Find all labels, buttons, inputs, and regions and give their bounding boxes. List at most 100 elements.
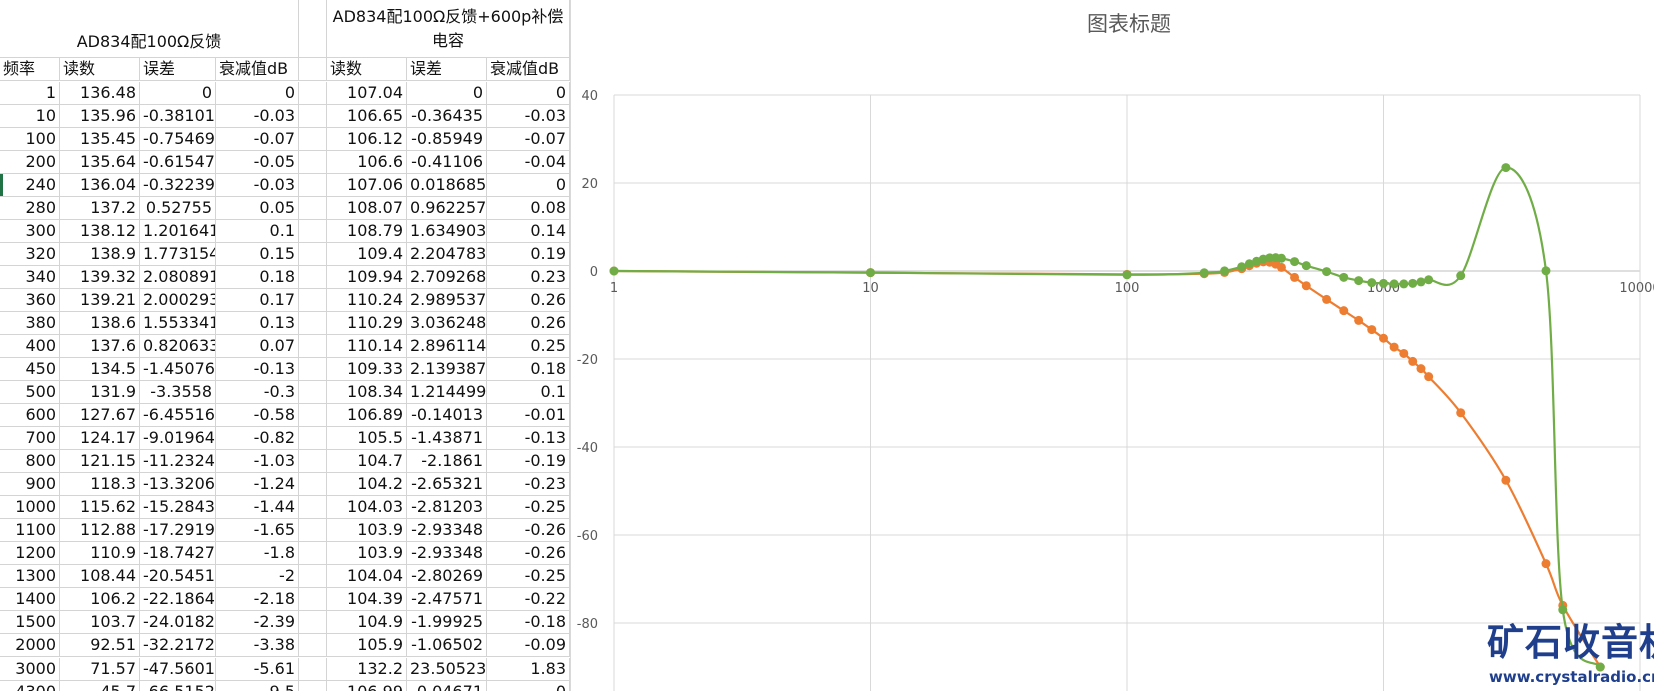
cell-reading-2[interactable]: 106.89 — [327, 404, 407, 428]
cell-error-2[interactable]: -2.81203 — [407, 496, 487, 520]
empty-cell[interactable] — [299, 219, 327, 243]
cell-reading-2[interactable]: 109.94 — [327, 265, 407, 289]
cell-atten-2[interactable]: 1.83 — [487, 657, 570, 681]
empty-cell[interactable] — [299, 427, 327, 451]
cell-error-1[interactable]: -47.5601 — [140, 657, 216, 681]
empty-cell[interactable] — [299, 173, 327, 197]
cell-atten-1[interactable]: 0.13 — [216, 311, 299, 335]
cell-error-1[interactable]: 1.201641 — [140, 219, 216, 243]
empty-cell[interactable] — [299, 311, 327, 335]
cell-error-2[interactable]: 0 — [407, 81, 487, 105]
cell-reading-2[interactable]: 106.12 — [327, 127, 407, 151]
empty-cell[interactable] — [299, 542, 327, 566]
cell-atten-2[interactable]: 0 — [487, 81, 570, 105]
cell-atten-1[interactable]: -0.07 — [216, 127, 299, 151]
cell-atten-2[interactable]: -0.23 — [487, 473, 570, 497]
cell-freq[interactable]: 400 — [0, 334, 60, 358]
cell-freq[interactable]: 2000 — [0, 634, 60, 658]
cell-reading-1[interactable]: 127.67 — [60, 404, 140, 428]
empty-cell[interactable] — [299, 519, 327, 543]
cell-reading-2[interactable]: 109.4 — [327, 242, 407, 266]
cell-freq[interactable]: 3000 — [0, 657, 60, 681]
cell-error-1[interactable]: -0.61547 — [140, 150, 216, 174]
chart-title[interactable]: 图表标题 — [1087, 12, 1171, 36]
cell-error-1[interactable]: 2.080891 — [140, 265, 216, 289]
cell-reading-2[interactable]: 103.9 — [327, 519, 407, 543]
cell-error-2[interactable]: -2.93348 — [407, 519, 487, 543]
cell-atten-1[interactable]: -1.24 — [216, 473, 299, 497]
cell-reading-1[interactable]: 137.2 — [60, 196, 140, 220]
cell-reading-1[interactable]: 135.64 — [60, 150, 140, 174]
cell-reading-2[interactable]: 104.7 — [327, 450, 407, 474]
cell-error-1[interactable]: -9.01964 — [140, 427, 216, 451]
cell-error-2[interactable]: -1.06502 — [407, 634, 487, 658]
cell-reading-1[interactable]: 138.6 — [60, 311, 140, 335]
cell-reading-2[interactable]: 110.24 — [327, 288, 407, 312]
cell-error-2[interactable]: -0.14013 — [407, 404, 487, 428]
cell-error-1[interactable]: -11.2324 — [140, 450, 216, 474]
cell-freq[interactable]: 800 — [0, 450, 60, 474]
cell-error-1[interactable]: 0.52755 — [140, 196, 216, 220]
cell-atten-2[interactable]: -0.07 — [487, 127, 570, 151]
cell-reading-2[interactable]: 104.39 — [327, 588, 407, 612]
cell-freq[interactable]: 450 — [0, 357, 60, 381]
cell-error-1[interactable]: -0.75469 — [140, 127, 216, 151]
empty-cell[interactable] — [299, 81, 327, 105]
cell-atten-1[interactable]: 0.1 — [216, 219, 299, 243]
empty-cell[interactable] — [299, 334, 327, 358]
cell-reading-1[interactable]: 137.6 — [60, 334, 140, 358]
empty-cell[interactable] — [299, 450, 327, 474]
cell-atten-2[interactable]: -0.18 — [487, 611, 570, 635]
cell-reading-1[interactable]: 135.45 — [60, 127, 140, 151]
cell-error-2[interactable]: 2.989537 — [407, 288, 487, 312]
cell-reading-2[interactable]: 108.79 — [327, 219, 407, 243]
cell-freq[interactable]: 10 — [0, 104, 60, 128]
cell-freq[interactable]: 300 — [0, 219, 60, 243]
cell-atten-1[interactable]: 0.18 — [216, 265, 299, 289]
empty-cell[interactable] — [299, 611, 327, 635]
cell-reading-2[interactable]: 110.29 — [327, 311, 407, 335]
cell-atten-1[interactable]: -5.61 — [216, 657, 299, 681]
cell-reading-2[interactable]: 105.5 — [327, 427, 407, 451]
cell-atten-1[interactable]: -2.18 — [216, 588, 299, 612]
cell-atten-2[interactable]: -0.03 — [487, 104, 570, 128]
cell-reading-1[interactable]: 118.3 — [60, 473, 140, 497]
cell-atten-1[interactable]: -3.38 — [216, 634, 299, 658]
empty-cell[interactable] — [299, 265, 327, 289]
cell-error-1[interactable]: 1.553341 — [140, 311, 216, 335]
cell-atten-2[interactable]: -0.19 — [487, 450, 570, 474]
cell-error-2[interactable]: 0.962257 — [407, 196, 487, 220]
cell-atten-2[interactable]: 0 — [487, 173, 570, 197]
cell-reading-1[interactable]: 121.15 — [60, 450, 140, 474]
cell-atten-2[interactable]: 0.19 — [487, 242, 570, 266]
cell-error-1[interactable]: 1.773154 — [140, 242, 216, 266]
cell-atten-1[interactable]: -2 — [216, 565, 299, 589]
empty-cell[interactable] — [299, 150, 327, 174]
cell-reading-2[interactable]: 103.9 — [327, 542, 407, 566]
cell-atten-1[interactable]: 0.07 — [216, 334, 299, 358]
cell-reading-2[interactable]: 107.06 — [327, 173, 407, 197]
cell-reading-1[interactable]: 134.5 — [60, 357, 140, 381]
cell-error-1[interactable]: 0 — [140, 81, 216, 105]
cell-freq[interactable]: 4300 — [0, 680, 60, 691]
cell-reading-1[interactable]: 124.17 — [60, 427, 140, 451]
cell-reading-2[interactable]: 109.33 — [327, 357, 407, 381]
cell-reading-1[interactable]: 71.57 — [60, 657, 140, 681]
cell-reading-1[interactable]: 108.44 — [60, 565, 140, 589]
cell-error-1[interactable]: -3.3558 — [140, 381, 216, 405]
cell-atten-1[interactable]: -0.03 — [216, 173, 299, 197]
cell-atten-2[interactable]: -0.22 — [487, 588, 570, 612]
empty-cell[interactable] — [299, 357, 327, 381]
cell-atten-2[interactable]: 0.08 — [487, 196, 570, 220]
cell-atten-1[interactable]: -2.39 — [216, 611, 299, 635]
cell-reading-1[interactable]: 136.48 — [60, 81, 140, 105]
cell-reading-2[interactable]: 132.2 — [327, 657, 407, 681]
cell-error-2[interactable]: 3.036248 — [407, 311, 487, 335]
cell-error-2[interactable]: 2.709268 — [407, 265, 487, 289]
cell-freq[interactable]: 100 — [0, 127, 60, 151]
cell-freq[interactable]: 340 — [0, 265, 60, 289]
cell-atten-1[interactable]: -0.82 — [216, 427, 299, 451]
cell-error-1[interactable]: -15.2843 — [140, 496, 216, 520]
cell-reading-1[interactable]: 45.7 — [60, 680, 140, 691]
cell-atten-2[interactable]: 0.26 — [487, 311, 570, 335]
